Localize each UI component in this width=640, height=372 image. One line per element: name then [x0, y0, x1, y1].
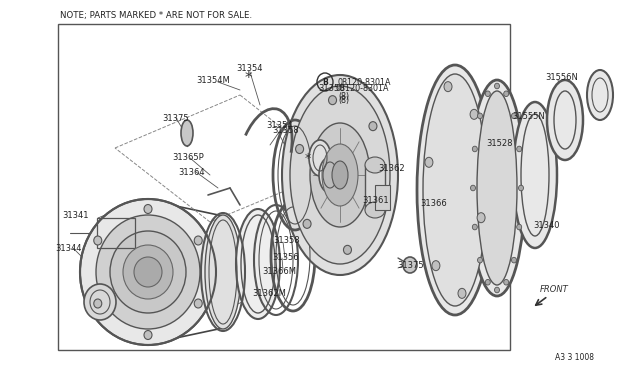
Ellipse shape — [194, 299, 202, 308]
Text: 31362M: 31362M — [252, 289, 286, 298]
Ellipse shape — [472, 224, 477, 230]
Ellipse shape — [516, 146, 522, 152]
Ellipse shape — [477, 91, 517, 285]
Text: FRONT: FRONT — [540, 285, 569, 295]
Text: 31354: 31354 — [236, 64, 262, 73]
Ellipse shape — [328, 96, 337, 105]
Text: 31340: 31340 — [533, 221, 559, 230]
Ellipse shape — [511, 257, 516, 263]
Text: 31341: 31341 — [62, 211, 88, 219]
Ellipse shape — [194, 236, 202, 245]
Ellipse shape — [587, 70, 613, 120]
Ellipse shape — [296, 144, 303, 154]
Ellipse shape — [518, 185, 524, 191]
Ellipse shape — [319, 157, 341, 193]
Ellipse shape — [290, 86, 390, 264]
Bar — [58, 24, 510, 350]
Ellipse shape — [477, 213, 485, 223]
Text: 31556N: 31556N — [545, 73, 578, 81]
Text: 31358: 31358 — [273, 235, 300, 244]
Ellipse shape — [181, 120, 193, 146]
Ellipse shape — [309, 140, 331, 176]
Text: 31354: 31354 — [266, 121, 292, 129]
Text: (8): (8) — [338, 96, 349, 105]
Bar — [375, 185, 390, 210]
Ellipse shape — [94, 299, 102, 308]
Ellipse shape — [84, 284, 116, 320]
Ellipse shape — [344, 246, 351, 254]
Text: 31361: 31361 — [362, 196, 388, 205]
Bar — [365, 165, 385, 210]
Text: 08120-8301A: 08120-8301A — [338, 77, 392, 87]
Ellipse shape — [134, 257, 162, 287]
Bar — [97, 218, 135, 248]
Text: 31354M: 31354M — [196, 76, 230, 84]
Ellipse shape — [425, 157, 433, 167]
Ellipse shape — [485, 91, 490, 97]
Ellipse shape — [485, 279, 490, 285]
Ellipse shape — [376, 196, 385, 205]
Ellipse shape — [432, 261, 440, 271]
Ellipse shape — [80, 199, 216, 345]
Ellipse shape — [516, 224, 522, 230]
Ellipse shape — [504, 91, 509, 97]
Text: 31344: 31344 — [55, 244, 81, 253]
Ellipse shape — [458, 288, 466, 298]
Ellipse shape — [94, 236, 102, 245]
Ellipse shape — [495, 287, 499, 293]
Ellipse shape — [495, 83, 499, 89]
Text: NOTE; PARTS MARKED * ARE NOT FOR SALE.: NOTE; PARTS MARKED * ARE NOT FOR SALE. — [60, 10, 252, 19]
Ellipse shape — [303, 219, 311, 228]
Ellipse shape — [110, 231, 186, 313]
Text: *: * — [305, 151, 311, 164]
Ellipse shape — [417, 65, 493, 315]
Text: 31555N: 31555N — [512, 112, 545, 121]
Ellipse shape — [470, 185, 476, 191]
Ellipse shape — [205, 215, 241, 329]
Ellipse shape — [469, 80, 525, 296]
Text: 31356: 31356 — [272, 253, 299, 262]
Text: 31366: 31366 — [420, 199, 447, 208]
Text: (8): (8) — [338, 92, 349, 100]
Ellipse shape — [282, 75, 398, 275]
Ellipse shape — [511, 113, 516, 119]
Ellipse shape — [444, 81, 452, 92]
Ellipse shape — [365, 202, 385, 218]
Text: B: B — [322, 77, 328, 87]
Ellipse shape — [236, 209, 280, 319]
Text: A3 3 1008: A3 3 1008 — [555, 353, 594, 362]
Ellipse shape — [123, 245, 173, 299]
Text: 31375: 31375 — [162, 113, 189, 122]
Ellipse shape — [477, 113, 483, 119]
Ellipse shape — [403, 257, 417, 273]
Ellipse shape — [322, 144, 358, 206]
Text: 31528: 31528 — [486, 138, 513, 148]
Ellipse shape — [96, 215, 200, 329]
Ellipse shape — [332, 161, 348, 189]
Text: 31362: 31362 — [378, 164, 404, 173]
Ellipse shape — [472, 146, 477, 152]
Text: 31365P: 31365P — [172, 153, 204, 161]
Ellipse shape — [477, 257, 483, 263]
Ellipse shape — [369, 122, 377, 131]
Ellipse shape — [470, 109, 478, 119]
Text: *: * — [244, 71, 252, 86]
Ellipse shape — [144, 205, 152, 214]
Text: 08120-8301A: 08120-8301A — [335, 83, 388, 93]
Text: 31366M: 31366M — [262, 267, 296, 276]
Text: 31364: 31364 — [178, 167, 205, 176]
Ellipse shape — [423, 74, 487, 306]
Ellipse shape — [310, 123, 370, 227]
Text: 31375: 31375 — [397, 260, 424, 269]
Ellipse shape — [504, 279, 509, 285]
Ellipse shape — [144, 330, 152, 340]
Ellipse shape — [513, 102, 557, 248]
Ellipse shape — [547, 80, 583, 160]
Text: 31358: 31358 — [272, 125, 299, 135]
Text: 31350: 31350 — [318, 83, 344, 93]
Ellipse shape — [365, 157, 385, 173]
